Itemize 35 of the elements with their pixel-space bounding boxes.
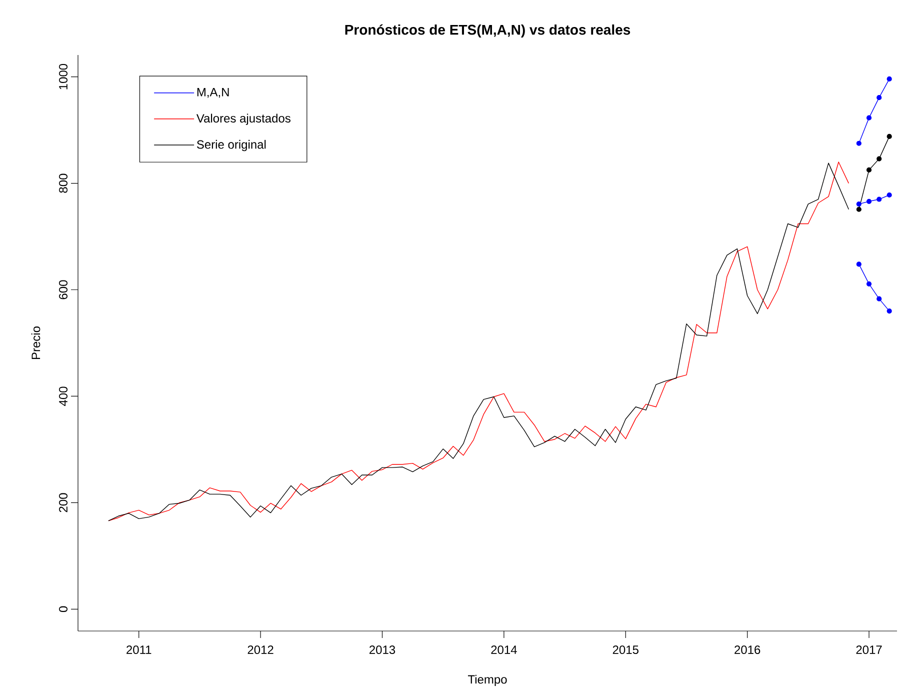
legend-label: Valores ajustados	[196, 114, 290, 125]
point	[876, 156, 882, 162]
y-tick-label: 200	[58, 493, 68, 512]
legend-label: Serie original	[196, 140, 266, 152]
point	[876, 196, 882, 202]
point	[866, 115, 872, 120]
x-axis-title: Tiempo	[468, 674, 507, 686]
x-tick-label: 2017	[856, 646, 882, 654]
x-tick-label: 2011	[126, 646, 152, 654]
x-tick-label: 2015	[612, 646, 638, 654]
x-tick-label: 2014	[491, 646, 517, 654]
y-tick-label: 1000	[58, 64, 68, 90]
x-tick-label: 2016	[734, 646, 760, 654]
point	[866, 198, 872, 204]
x-tick-label: 2013	[370, 646, 396, 654]
y-tick-label: 800	[58, 174, 68, 193]
x-tick-label: 2012	[248, 646, 274, 654]
y-tick-label: 600	[58, 280, 68, 300]
point	[886, 76, 892, 82]
point	[886, 308, 892, 314]
point	[886, 192, 892, 198]
y-tick-label: 400	[58, 386, 68, 406]
point	[886, 134, 892, 139]
chart-title: Pronósticos de ETS(M,A,N) vs datos reales	[345, 24, 630, 38]
y-tick-label: 0	[58, 606, 68, 612]
point	[856, 202, 862, 207]
point	[856, 206, 862, 212]
y-axis-title: Precio	[31, 326, 40, 360]
point	[876, 95, 882, 100]
point	[856, 140, 862, 146]
point	[866, 281, 872, 286]
point	[866, 167, 872, 173]
point	[876, 296, 882, 302]
point	[856, 262, 862, 267]
legend-label: M,A,N	[197, 88, 229, 98]
